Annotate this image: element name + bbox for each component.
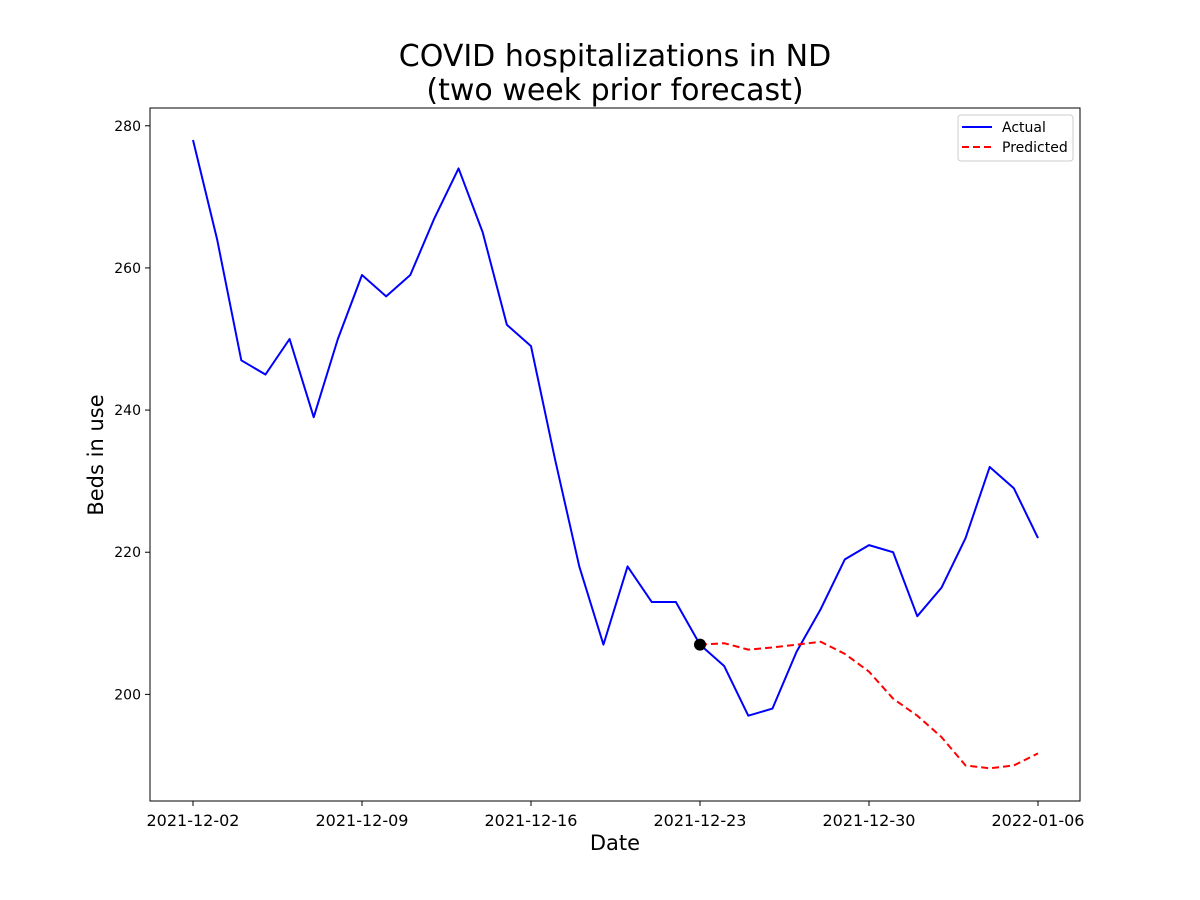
y-tick-label: 240: [114, 403, 141, 419]
plot-frame: [149, 107, 1081, 802]
x-axis: 2021-12-02 2021-12-09 2021-12-16 2021-12-23…: [147, 801, 1085, 830]
y-axis-label: Beds in use: [84, 394, 108, 515]
chart-title-line2: (two week prior forecast): [426, 73, 803, 108]
forecast-origin-point: [694, 638, 706, 651]
y-tick-label: 260: [114, 261, 141, 277]
y-axis: 200 220 240 260 280: [114, 119, 150, 703]
x-tick-label: 2022-01-06: [992, 811, 1085, 830]
series-line-actual: [192, 139, 1039, 717]
series-line-predicted: [699, 640, 1039, 770]
y-tick-label: 200: [114, 687, 141, 703]
x-axis-label: Date: [590, 831, 640, 855]
legend-actual-label: Actual: [1002, 120, 1046, 136]
x-tick-label: 2021-12-16: [485, 811, 578, 830]
x-tick-label: 2021-12-30: [823, 811, 916, 830]
x-tick-label: 2021-12-23: [654, 811, 747, 830]
legend-predicted-label: Predicted: [1002, 140, 1068, 156]
x-tick-label: 2021-12-09: [316, 811, 409, 830]
legend: Actual Predicted: [957, 114, 1074, 162]
chart-title-line1: COVID hospitalizations in ND: [399, 39, 831, 74]
y-tick-label: 220: [114, 545, 141, 561]
series-layer: [192, 139, 1039, 770]
x-tick-label: 2021-12-02: [147, 811, 240, 830]
y-tick-label: 280: [114, 119, 141, 135]
